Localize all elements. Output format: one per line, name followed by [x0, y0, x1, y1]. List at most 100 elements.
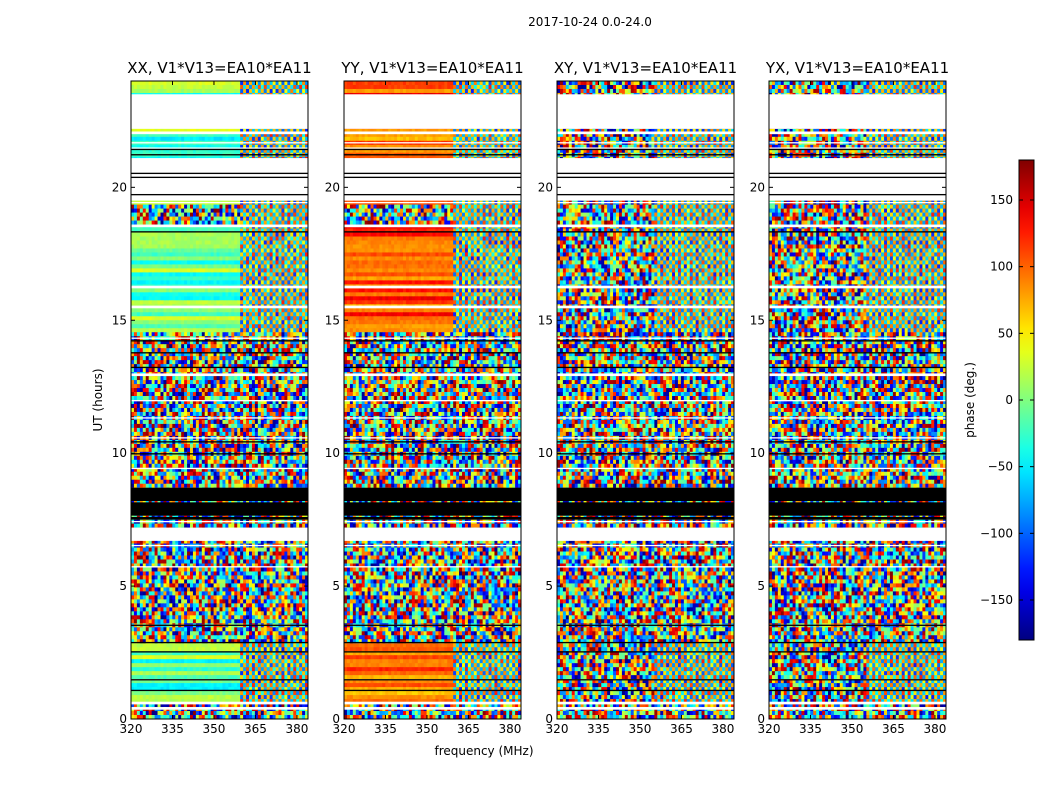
zero-band — [557, 340, 734, 342]
zero-band — [557, 231, 734, 233]
colorbar-tick-label: 100 — [990, 260, 1013, 274]
y-tick-label: 5 — [119, 579, 127, 593]
x-tick-label: 335 — [374, 722, 397, 736]
flagged-band — [769, 520, 946, 523]
y-tick-label: 5 — [545, 579, 553, 593]
zero-band — [769, 366, 946, 369]
flagged-band — [557, 147, 734, 149]
flagged-band — [344, 131, 521, 135]
zero-band — [344, 651, 521, 653]
zero-band — [131, 679, 308, 681]
panel-heatmap — [131, 81, 308, 719]
zero-band — [557, 176, 734, 179]
flagged-band — [557, 566, 734, 568]
panel-heatmap — [557, 81, 734, 719]
zero-band — [557, 641, 734, 644]
flagged-band — [344, 417, 521, 419]
y-tick-label: 10 — [112, 446, 127, 460]
panel-heatmap — [769, 81, 946, 719]
flagged-band — [344, 147, 521, 149]
colorbar-tick-label: 150 — [990, 193, 1013, 207]
figure-suptitle: 2017-10-24 0.0-24.0 — [528, 15, 652, 29]
flagged-band — [769, 701, 946, 705]
zero-band — [557, 148, 734, 151]
flagged-band — [557, 142, 734, 144]
flagged-band — [557, 544, 734, 547]
zero-band — [131, 148, 308, 151]
x-tick-label: 350 — [416, 722, 439, 736]
zero-band — [344, 148, 521, 151]
colorbar: 150 100 50 0 −50 −100 −150 — [980, 159, 1035, 641]
zero-band — [557, 172, 734, 175]
flagged-band — [344, 285, 521, 289]
zero-band — [344, 193, 521, 196]
flagged-band — [557, 707, 734, 710]
flagged-band — [344, 566, 521, 568]
flagged-band — [769, 373, 946, 377]
zero-band — [557, 193, 734, 196]
flagged-band — [557, 467, 734, 470]
flagged-band — [131, 373, 308, 377]
zero-band — [131, 231, 308, 233]
flagged-band — [769, 400, 946, 402]
zero-band — [769, 651, 946, 653]
zero-band — [769, 624, 946, 626]
flagged-band — [769, 158, 946, 201]
zero-band — [344, 624, 521, 626]
flagged-band — [344, 707, 521, 710]
flagged-band — [131, 467, 308, 470]
flagged-band — [344, 544, 521, 547]
zero-band — [769, 148, 946, 151]
x-tick-label: 335 — [799, 722, 822, 736]
colorbar-tick-label: −50 — [988, 460, 1013, 474]
flagged-band — [344, 158, 521, 201]
x-tick-label: 350 — [841, 722, 864, 736]
zero-band — [769, 502, 946, 516]
zero-band — [344, 154, 521, 156]
x-tick-label: 335 — [161, 722, 184, 736]
zero-band — [131, 502, 308, 516]
flagged-band — [769, 437, 946, 439]
flagged-band — [344, 373, 521, 377]
zero-band — [131, 176, 308, 179]
flagged-band — [769, 201, 946, 204]
y-tick-label: 0 — [119, 712, 127, 726]
zero-band — [769, 679, 946, 681]
y-tick-label: 15 — [325, 313, 340, 327]
zero-band — [769, 193, 946, 196]
zero-band — [344, 641, 521, 644]
x-tick-label: 380 — [923, 722, 946, 736]
zero-band — [769, 176, 946, 179]
zero-band — [557, 624, 734, 626]
zero-band — [344, 172, 521, 175]
flagged-band — [557, 520, 734, 523]
flagged-band — [131, 701, 308, 705]
zero-band — [131, 487, 308, 502]
flagged-band — [769, 707, 946, 710]
flagged-band — [131, 158, 308, 201]
flagged-band — [131, 285, 308, 289]
zero-band — [344, 340, 521, 342]
flagged-band — [769, 224, 946, 228]
flagged-band — [131, 224, 308, 228]
flagged-band — [344, 520, 521, 523]
flagged-band — [557, 201, 734, 204]
flagged-band — [769, 544, 946, 547]
flagged-band — [557, 131, 734, 135]
y-tick-label: 20 — [538, 180, 553, 194]
zero-band — [769, 641, 946, 644]
flagged-band — [769, 94, 946, 129]
flagged-band — [344, 437, 521, 439]
y-tick-label: 5 — [757, 579, 765, 593]
colorbar-tick-label: 0 — [1005, 393, 1013, 407]
panel-frame — [343, 80, 522, 720]
flagged-band — [769, 285, 946, 289]
flagged-band — [131, 131, 308, 135]
panel-2: YY, V1*V13=EA10*EA11 320 335 350 365 380 0 5 10 1… — [325, 59, 524, 736]
panel-3: XY, V1*V13=EA10*EA11 320 335 350 365 380 0 5 10 1… — [538, 59, 737, 736]
zero-band — [769, 231, 946, 233]
zero-band — [131, 516, 308, 520]
zero-band — [344, 502, 521, 516]
zero-band — [131, 193, 308, 196]
flagged-band — [344, 305, 521, 309]
